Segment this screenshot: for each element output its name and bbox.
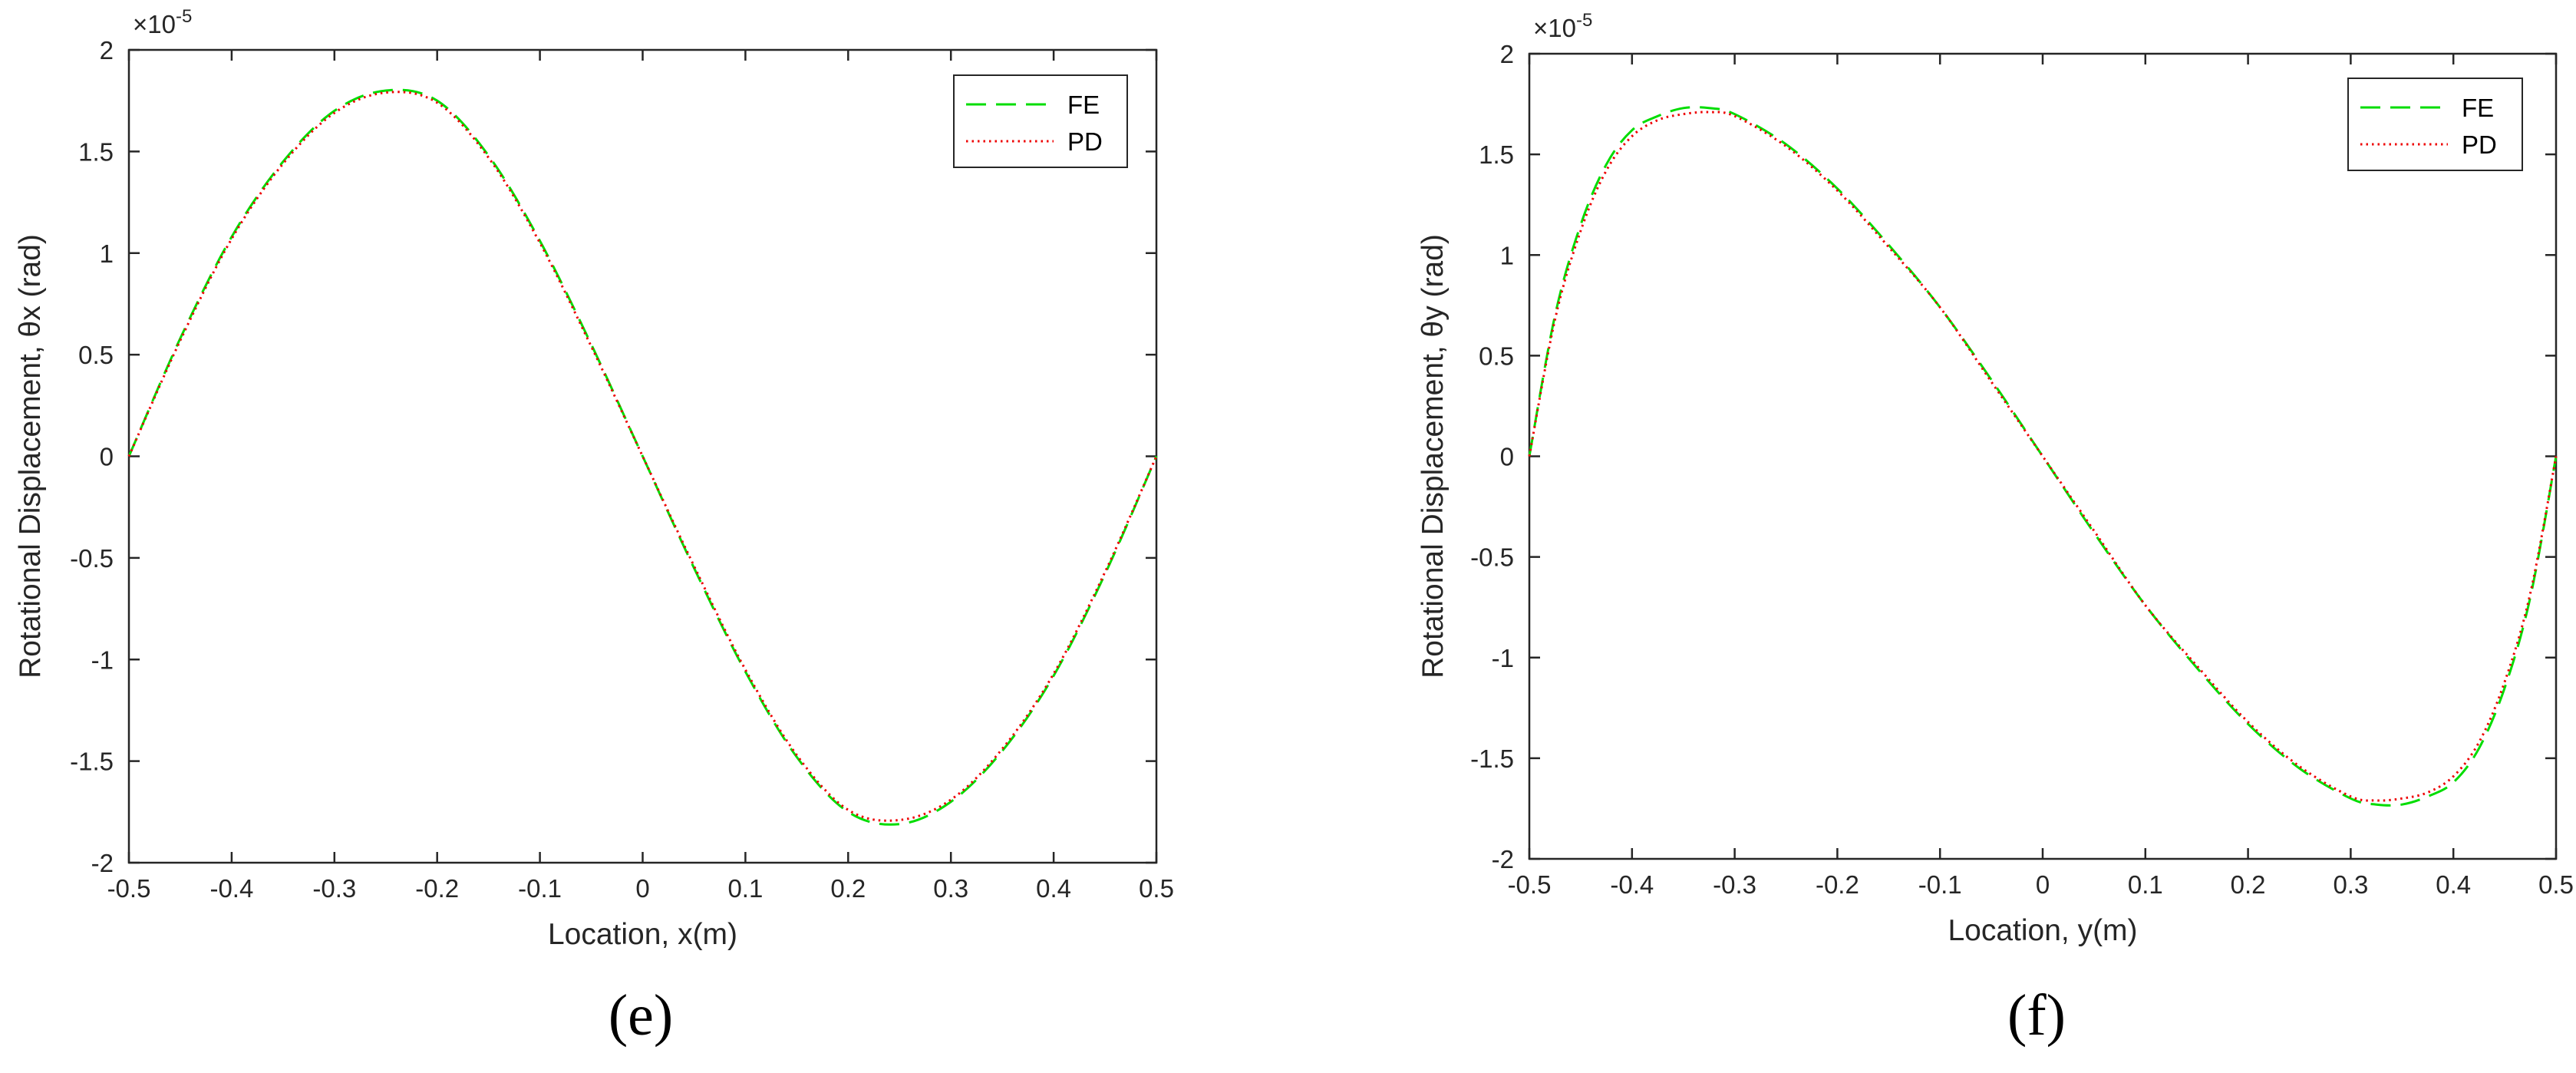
c1-x-tick-label: 0.5 <box>2538 870 2574 899</box>
c1-x-tick-label: 0.3 <box>2333 870 2368 899</box>
c1-x-tick-label: -0.5 <box>1508 870 1552 899</box>
line-chart-e: -0.5 -0.4 -0.3 -0.2 -0.1 0 0.1 0.2 0.3 0.4 0.5 -2 -1… <box>14 6 1174 951</box>
c1-y-axis-title: Rotational Displacement, θy (rad) <box>1417 234 1450 678</box>
c1-series-line-pd <box>1528 111 2558 802</box>
c0-x-tick-label: 0.4 <box>1036 874 1071 903</box>
c0-legend-label-fe: FE <box>1067 91 1100 119</box>
c0-series-line-fe <box>127 88 1158 826</box>
c0-y-tick-label: 1.5 <box>78 137 114 166</box>
c1-x-tick-label: -0.3 <box>1713 870 1756 899</box>
c1-x-tick-label: -0.2 <box>1816 870 1859 899</box>
c1-x-tick-label: 0.1 <box>2128 870 2163 899</box>
c1-axes-box <box>1528 52 2558 860</box>
c1-y-tick-label: -0.5 <box>1470 543 1514 572</box>
c1-y-exponent-power: -5 <box>1576 10 1592 31</box>
line-chart-f: -0.5 -0.4 -0.3 -0.2 -0.1 0 0.1 0.2 0.3 0.4 0.5 -2 -1… <box>1417 10 2574 947</box>
c0-x-tick-label: 0.3 <box>933 874 968 903</box>
c1-legend-label-pd: PD <box>2462 130 2497 159</box>
c0-x-tick-label: -0.4 <box>209 874 253 903</box>
c1-y-tick-label: 0.5 <box>1479 342 1514 370</box>
c0-y-tick-label: 0.5 <box>78 341 114 369</box>
c1-y-tick-label: 1.5 <box>1479 140 1514 169</box>
panel-label-f: (f) <box>2007 983 2066 1048</box>
c0-x-tick-label: -0.1 <box>518 874 562 903</box>
c1-y-tick-label: -2 <box>1492 845 1514 873</box>
c1-y-tick-label: 1 <box>1500 241 1514 269</box>
c0-x-tick-label: -0.5 <box>107 874 151 903</box>
c0-legend-label-pd: PD <box>1067 127 1103 156</box>
c1-x-axis-title: Location, y(m) <box>1948 914 2137 947</box>
c1-x-tick-label: 0.4 <box>2436 870 2471 899</box>
c0-y-tick-label: -2 <box>91 849 114 877</box>
c0-x-tick-label: 0.2 <box>830 874 866 903</box>
c0-y-tick-label: -1 <box>91 645 114 674</box>
c0-series-line-pd <box>127 91 1158 822</box>
c1-y-tick-label: 0 <box>1500 443 1514 471</box>
c0-y-tick-label: -0.5 <box>70 544 114 573</box>
c0-y-axis-title: Rotational Displacement, θx (rad) <box>14 234 47 678</box>
c0-x-tick-label: 0 <box>635 874 649 903</box>
c0-y-tick-label: 2 <box>100 36 114 64</box>
c1-y-tick-label: -1 <box>1492 644 1514 672</box>
c1-y-exponent-label: ×10-5 <box>1533 10 1592 42</box>
c1-legend-box <box>2347 78 2523 171</box>
panel-label-e: (e) <box>608 983 674 1048</box>
c0-x-tick-label: 0.5 <box>1139 874 1174 903</box>
c0-x-axis-title: Location, x(m) <box>548 918 737 951</box>
c1-x-tick-label: -0.4 <box>1610 870 1654 899</box>
chart-panel-e: -0.5 -0.4 -0.3 -0.2 -0.1 0 0.1 0.2 0.3 0.4 0.5 -2 -1… <box>14 6 1174 1048</box>
c1-legend-label-fe: FE <box>2462 94 2494 122</box>
c1-x-tick-label: 0 <box>2036 870 2050 899</box>
c0-y-exponent-label: ×10-5 <box>133 6 192 38</box>
c0-y-tick-label: -1.5 <box>70 748 114 776</box>
chart-panel-f: -0.5 -0.4 -0.3 -0.2 -0.1 0 0.1 0.2 0.3 0.4 0.5 -2 -1… <box>1289 0 2576 1073</box>
c1-y-tick-label: -1.5 <box>1470 744 1514 773</box>
c0-legend-box <box>953 74 1128 168</box>
c0-y-tick-label: 1 <box>100 239 114 268</box>
c1-y-tick-label: 2 <box>1500 40 1514 68</box>
c0-x-tick-label: -0.2 <box>415 874 459 903</box>
c0-x-tick-label: 0.1 <box>727 874 763 903</box>
c1-x-tick-label: -0.1 <box>1918 870 1962 899</box>
c0-y-exponent-power: -5 <box>176 6 192 27</box>
c0-x-tick-label: -0.3 <box>312 874 356 903</box>
c0-y-tick-label: 0 <box>100 443 114 471</box>
c1-x-tick-label: 0.2 <box>2231 870 2266 899</box>
c1-series-line-fe <box>1528 106 2558 807</box>
